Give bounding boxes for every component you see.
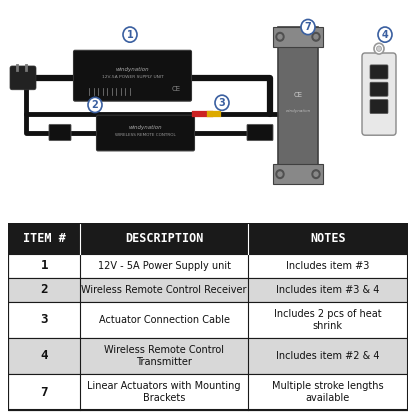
Text: WIRELESS REMOTE CONTROL: WIRELESS REMOTE CONTROL [115,133,176,137]
Circle shape [376,46,381,52]
Text: 4: 4 [381,30,389,40]
Text: Wireless Remote Control
Transmitter: Wireless Remote Control Transmitter [104,345,224,367]
Text: 3: 3 [219,98,225,108]
FancyBboxPatch shape [8,374,408,410]
FancyBboxPatch shape [247,124,273,141]
FancyBboxPatch shape [370,65,388,79]
FancyBboxPatch shape [370,99,388,114]
FancyBboxPatch shape [74,50,191,101]
Text: 2: 2 [40,283,48,296]
FancyBboxPatch shape [278,27,318,184]
Text: 7: 7 [305,22,311,32]
FancyBboxPatch shape [10,66,36,90]
Circle shape [278,172,282,176]
Text: Includes item #3: Includes item #3 [286,261,369,271]
FancyBboxPatch shape [8,254,408,278]
Text: Actuator Connection Cable: Actuator Connection Cable [99,315,230,325]
FancyBboxPatch shape [8,278,408,302]
FancyBboxPatch shape [8,223,408,254]
FancyBboxPatch shape [8,302,408,338]
Circle shape [378,27,392,42]
Text: Includes 2 pcs of heat
shrink: Includes 2 pcs of heat shrink [274,309,381,331]
Text: windynation: windynation [116,67,149,72]
Text: CE: CE [171,86,181,92]
Text: 12V-5A POWER SUPPLY UNIT: 12V-5A POWER SUPPLY UNIT [102,75,163,79]
FancyBboxPatch shape [97,115,195,151]
FancyBboxPatch shape [273,164,323,184]
Circle shape [312,170,320,178]
FancyBboxPatch shape [370,82,388,96]
Circle shape [314,172,318,176]
Circle shape [276,32,284,41]
FancyBboxPatch shape [362,53,396,135]
Circle shape [312,32,320,41]
Text: 3: 3 [40,313,48,327]
Circle shape [215,95,229,110]
FancyBboxPatch shape [8,338,408,374]
Text: NOTES: NOTES [310,232,346,245]
Text: DESCRIPTION: DESCRIPTION [125,232,203,245]
Text: 1: 1 [126,30,134,40]
Text: Includes item #3 & 4: Includes item #3 & 4 [276,285,379,295]
Text: Linear Actuators with Mounting
Brackets: Linear Actuators with Mounting Brackets [87,381,241,403]
Circle shape [278,35,282,39]
FancyBboxPatch shape [49,124,71,141]
Circle shape [276,170,284,178]
Text: 12V - 5A Power Supply unit: 12V - 5A Power Supply unit [98,261,230,271]
Text: Multiple stroke lengths
available: Multiple stroke lengths available [272,381,384,403]
Text: 1: 1 [40,259,48,272]
Text: 7: 7 [40,386,48,399]
Text: 4: 4 [40,349,48,362]
Text: windynation: windynation [285,109,311,113]
Circle shape [123,27,137,42]
Text: Includes item #2 & 4: Includes item #2 & 4 [276,351,379,361]
Circle shape [88,97,102,112]
Circle shape [374,43,384,54]
Text: 2: 2 [92,100,98,110]
Circle shape [301,20,315,35]
Text: windynation: windynation [129,125,162,130]
Text: Wireless Remote Control Receiver: Wireless Remote Control Receiver [81,285,247,295]
Circle shape [314,35,318,39]
Text: ITEM #: ITEM # [23,232,66,245]
Text: CE: CE [293,92,302,98]
FancyBboxPatch shape [273,27,323,47]
